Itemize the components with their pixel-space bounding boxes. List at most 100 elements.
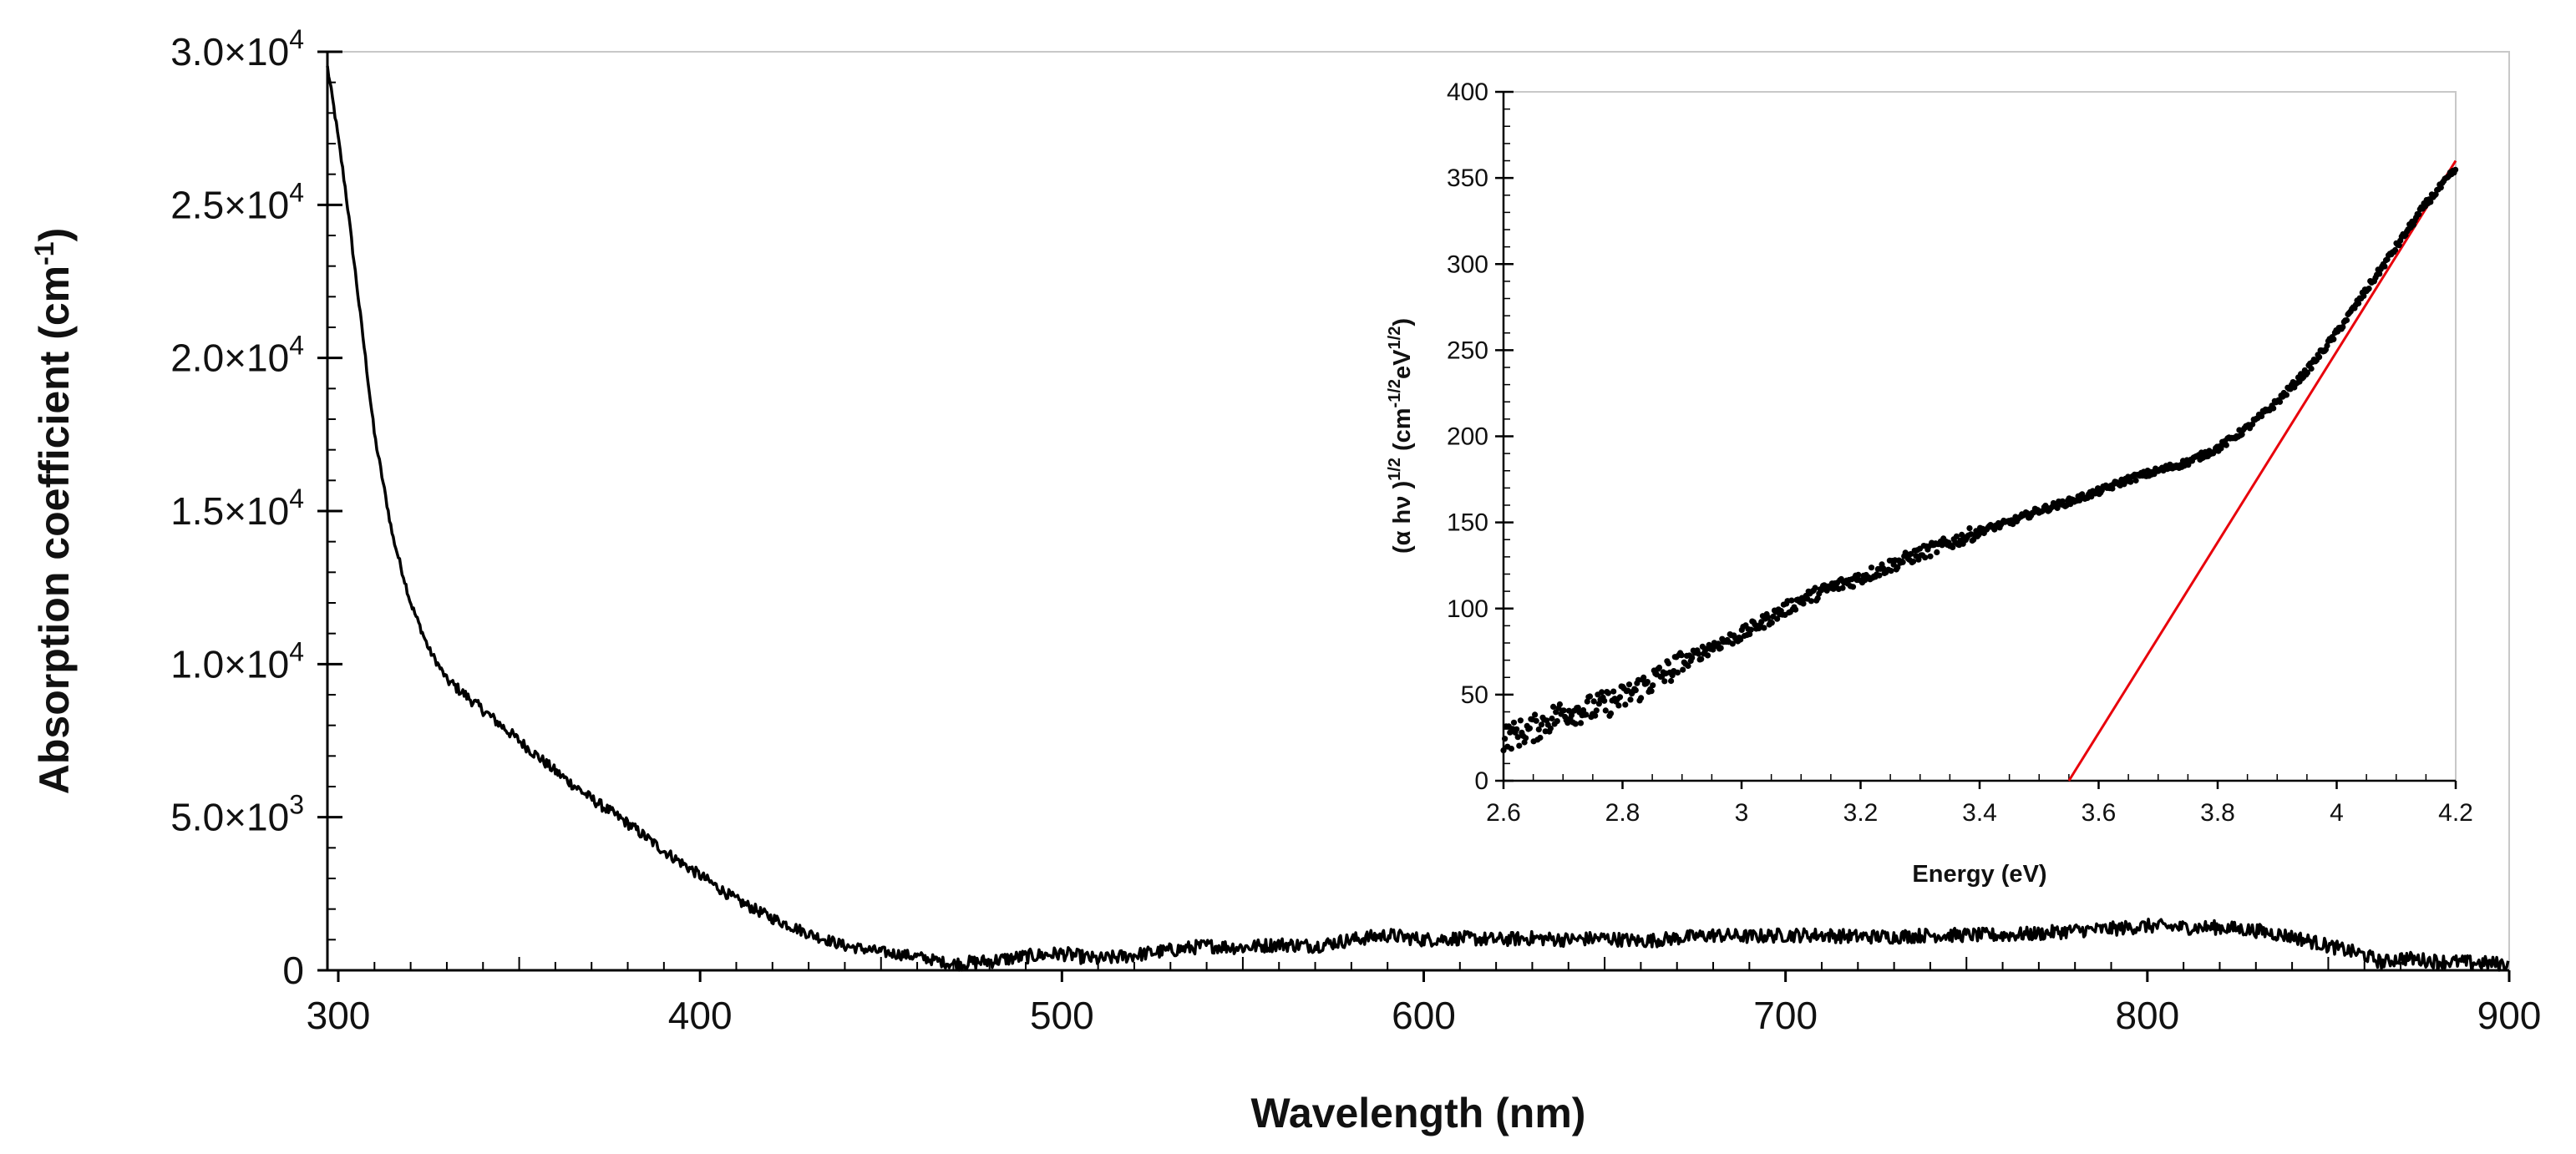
inset-x-tick-label: 2.8 <box>1605 799 1640 827</box>
inset-data-point <box>1839 585 1846 591</box>
inset-data-point <box>1650 682 1656 689</box>
inset-data-point <box>1627 696 1634 703</box>
inset-data-point <box>1565 707 1572 714</box>
main-y-tick-label: 5.0×103 <box>170 790 304 839</box>
inset-y-axis-title: (α hν )1/2 (cm-1/2eV1/2) <box>1386 318 1416 554</box>
inset-data-point <box>2239 431 2245 438</box>
inset-data-point <box>1601 697 1608 704</box>
inset-data-point <box>2437 185 2444 191</box>
main-y-tick-label: 2.5×104 <box>170 177 304 226</box>
main-y-axis-title-base: Absorption coefficient (cm <box>31 266 78 794</box>
inset-data-point <box>1927 553 1934 559</box>
inset-data-point <box>1899 559 1906 565</box>
inset-data-point <box>1710 646 1716 653</box>
inset-data-point <box>1698 655 1705 662</box>
inset-data-point <box>1592 712 1599 719</box>
inset-fit-line <box>2067 159 2457 782</box>
inset-data-point <box>2360 292 2367 299</box>
inset-data-point <box>1500 747 1507 754</box>
inset-data-point <box>2343 316 2350 324</box>
inset-data-point <box>1537 734 1544 741</box>
inset-series <box>1500 159 2459 782</box>
inset-data-point <box>2283 392 2289 398</box>
inset-x-tick-label: 4.2 <box>2438 799 2473 827</box>
inset-data-point <box>2340 324 2346 331</box>
inset-data-point <box>1526 725 1533 731</box>
inset-data-point <box>2127 478 2134 485</box>
main-x-tick-label: 600 <box>1392 994 1456 1037</box>
main-absorption-line <box>326 65 2510 972</box>
main-x-tick-label: 700 <box>1753 994 1818 1037</box>
inset-data-point <box>2276 398 2284 405</box>
inset-y-tick-label: 300 <box>1447 251 1488 278</box>
inset-data-point <box>1625 681 1633 688</box>
inset-data-point <box>1907 550 1914 558</box>
inset-data-point <box>1605 690 1611 696</box>
inset-data-point <box>1572 721 1579 727</box>
inset-y-tick-label: 50 <box>1461 681 1488 709</box>
inset-data-point <box>2452 166 2459 173</box>
inset-data-point <box>2416 211 2422 218</box>
inset-data-point <box>1523 735 1529 741</box>
inset-data-point <box>2355 300 2362 306</box>
inset-data-point <box>1680 666 1686 673</box>
inset-y-title-a: (α hν ) <box>1389 481 1416 554</box>
inset-data-point <box>1549 715 1555 722</box>
inset-data-point <box>2366 286 2372 292</box>
inset-data-point <box>1599 689 1605 696</box>
inset-data-point <box>1950 544 1956 551</box>
inset-data-point <box>1812 585 1818 591</box>
inset-data-point <box>1560 707 1567 714</box>
inset-data-point <box>1538 721 1545 728</box>
inset-data-point <box>1685 662 1691 670</box>
inset-y-ticks: 0 50 100 150 200 250 300 350 400 <box>1447 78 1514 795</box>
inset-x-tick-label: 3 <box>1735 799 1749 827</box>
inset-data-point <box>1514 734 1521 741</box>
inset-data-point <box>1717 645 1724 651</box>
inset-data-point <box>1761 625 1767 631</box>
inset-data-point <box>1575 704 1581 711</box>
main-x-tick-label: 800 <box>2115 994 2179 1037</box>
inset-data-point <box>1849 584 1857 590</box>
inset-data-point <box>1535 726 1542 733</box>
inset-data-point <box>1590 698 1597 705</box>
inset-data-point <box>1577 720 1585 726</box>
inset-data-point <box>2316 354 2323 361</box>
inset-data-point <box>1704 652 1711 659</box>
inset-data-point <box>2109 485 2116 492</box>
inset-data-point <box>2376 271 2383 277</box>
inset-data-point <box>1953 533 1960 540</box>
inset-data-point <box>1661 678 1668 685</box>
inset-data-point <box>1678 652 1685 659</box>
main-y-axis-title-tail: ) <box>31 228 78 242</box>
main-y-axis-title-sup: -1 <box>29 241 59 265</box>
inset-data-point <box>2381 263 2388 270</box>
inset-data-point <box>1532 711 1539 718</box>
inset-data-point <box>2391 246 2399 254</box>
inset-data-point <box>1517 717 1524 724</box>
inset-data-point <box>1640 674 1647 681</box>
inset-y-title-s2: -1/2 <box>1386 379 1404 407</box>
inset-data-point <box>1876 572 1883 579</box>
main-y-tick-label: 2.0×104 <box>170 331 304 380</box>
inset-data-point <box>1638 695 1645 701</box>
inset-data-point <box>1793 606 1799 613</box>
inset-y-title-c: eV <box>1389 349 1416 379</box>
inset-data-point <box>1814 595 1821 602</box>
inset-data-point <box>1622 701 1629 708</box>
inset-data-point <box>1894 564 1901 571</box>
inset-data-point <box>1556 701 1563 708</box>
inset-y-tick-label: 350 <box>1447 164 1488 192</box>
inset-data-point <box>1970 536 1977 543</box>
inset-data-point <box>2223 442 2229 448</box>
inset-y-tick-label: 0 <box>1474 767 1488 795</box>
inset-data-point <box>1788 597 1795 604</box>
inset-data-point <box>2396 242 2402 249</box>
inset-background <box>1497 85 2459 780</box>
main-y-tick-label: 1.5×104 <box>170 483 304 533</box>
inset-data-point <box>1586 693 1594 700</box>
inset-data-point <box>2249 421 2256 428</box>
inset-data-point <box>1568 711 1575 719</box>
inset-y-tick-label: 250 <box>1447 337 1488 364</box>
inset-data-point <box>1644 679 1651 686</box>
